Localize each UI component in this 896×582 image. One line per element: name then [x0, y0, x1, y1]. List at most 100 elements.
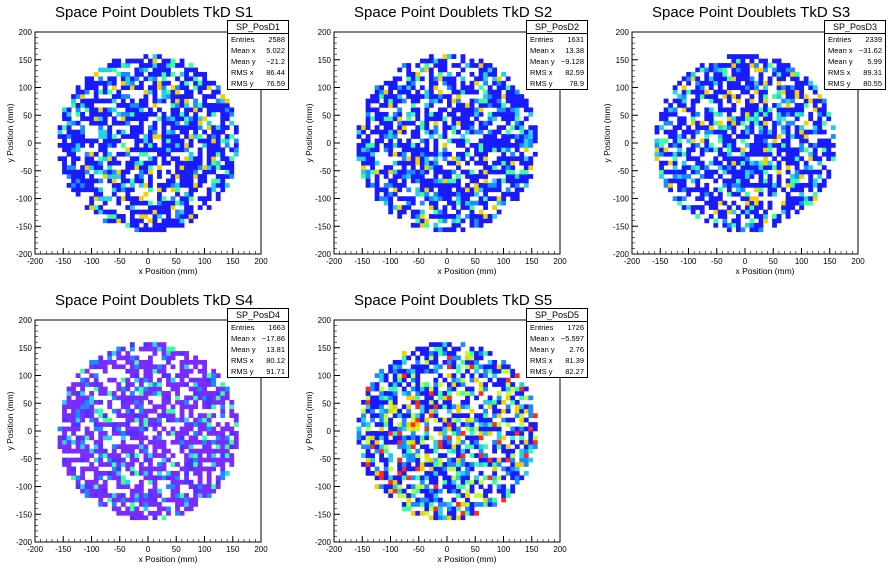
histogram-bin [523, 386, 529, 392]
histogram-bin [478, 493, 484, 498]
histogram-bin [731, 76, 737, 82]
histogram-bin [166, 129, 171, 135]
histogram-bin [447, 417, 452, 423]
histogram-bin [98, 484, 104, 490]
histogram-bin [528, 125, 534, 130]
histogram-bin [492, 178, 498, 184]
histogram-bin [708, 98, 714, 104]
histogram-bin [379, 399, 385, 405]
histogram-bin [143, 417, 149, 423]
histogram-bin [465, 435, 470, 441]
histogram-bin [170, 63, 176, 68]
histogram-bin [451, 510, 457, 516]
histogram-bin [478, 174, 484, 179]
stats-box: SP_PosD3 Entries 2339 Mean x −31.62 Mean y 5.9… [824, 20, 886, 90]
histogram-bin [193, 165, 199, 170]
histogram-bin [442, 462, 448, 467]
histogram-bin [179, 382, 185, 387]
histogram-bin [116, 497, 122, 503]
histogram-bin [456, 191, 461, 197]
histogram-bin [735, 134, 741, 139]
histogram-bin [148, 218, 153, 224]
histogram-bin [365, 174, 371, 179]
histogram-bin [406, 138, 412, 144]
histogram-bin [143, 342, 149, 347]
histogram-bin [469, 187, 475, 193]
histogram-bin [790, 147, 796, 153]
histogram-bin [220, 386, 226, 392]
histogram-bin [202, 439, 208, 445]
histogram-bin [763, 134, 768, 139]
panel-title: Space Point Doublets TkD S5 [354, 292, 553, 309]
histogram-bin [98, 386, 104, 392]
histogram-bin [166, 355, 171, 361]
histogram-bin [717, 147, 723, 153]
histogram-bin [699, 67, 705, 73]
histogram-bin [433, 391, 439, 396]
histogram-bin [758, 205, 764, 210]
histogram-bin [763, 214, 768, 219]
histogram-bin [388, 205, 394, 210]
stats-value: 1631 [567, 35, 584, 44]
histogram-bin [66, 386, 72, 392]
histogram-bin [528, 404, 534, 410]
y-tick-label: -200 [16, 538, 33, 547]
histogram-bin [519, 187, 525, 193]
histogram-bin [433, 129, 439, 135]
histogram-bin [152, 120, 158, 126]
histogram-bin [138, 209, 144, 215]
histogram-bin [790, 94, 796, 99]
histogram-bin [465, 391, 470, 396]
histogram-bin [514, 107, 520, 113]
histogram-bin [166, 417, 171, 423]
histogram-bin [401, 143, 407, 148]
histogram-bin [817, 94, 823, 99]
histogram-bin [175, 147, 180, 153]
histogram-bin [745, 85, 750, 91]
histogram-bin [80, 435, 86, 441]
histogram-bin [478, 214, 484, 219]
histogram-bin [175, 462, 180, 467]
histogram-bin [89, 484, 95, 490]
histogram-bin [193, 404, 199, 410]
histogram-bin [713, 222, 719, 228]
histogram-bin [152, 71, 158, 77]
histogram-bin [717, 111, 723, 117]
histogram-bin [175, 386, 180, 392]
histogram-bin [365, 156, 371, 162]
histogram-bin [111, 493, 117, 498]
histogram-bin [501, 484, 507, 490]
histogram-bin [161, 129, 167, 135]
histogram-bin [424, 156, 430, 162]
histogram-bin [451, 475, 457, 481]
histogram-bin [785, 169, 791, 175]
histogram-bin [428, 200, 434, 206]
histogram-bin [129, 462, 135, 467]
histogram-bin [148, 417, 153, 423]
histogram-bin [116, 510, 122, 516]
histogram-bin [505, 147, 511, 153]
stats-label: RMS x [828, 68, 851, 77]
histogram-bin [138, 497, 144, 503]
histogram-bin [478, 364, 484, 370]
histogram-bin [107, 138, 113, 144]
histogram-bin [492, 98, 498, 104]
histogram-bin [708, 196, 714, 202]
histogram-bin [763, 94, 768, 99]
histogram-bin [817, 156, 823, 162]
histogram-bin [451, 182, 457, 188]
histogram-bin [478, 147, 484, 153]
histogram-bin [374, 386, 380, 392]
histogram-bin [510, 386, 516, 392]
histogram-bin [433, 359, 439, 365]
histogram-bin [379, 373, 385, 379]
histogram-bin [406, 462, 412, 467]
histogram-bin [62, 448, 67, 454]
histogram-bin [483, 364, 488, 370]
histogram-bin [487, 462, 493, 467]
histogram-bin [370, 462, 375, 467]
x-tick-label: -50 [711, 257, 723, 266]
histogram-bin [704, 200, 710, 206]
histogram-bin [419, 475, 425, 481]
histogram-bin [148, 182, 153, 188]
